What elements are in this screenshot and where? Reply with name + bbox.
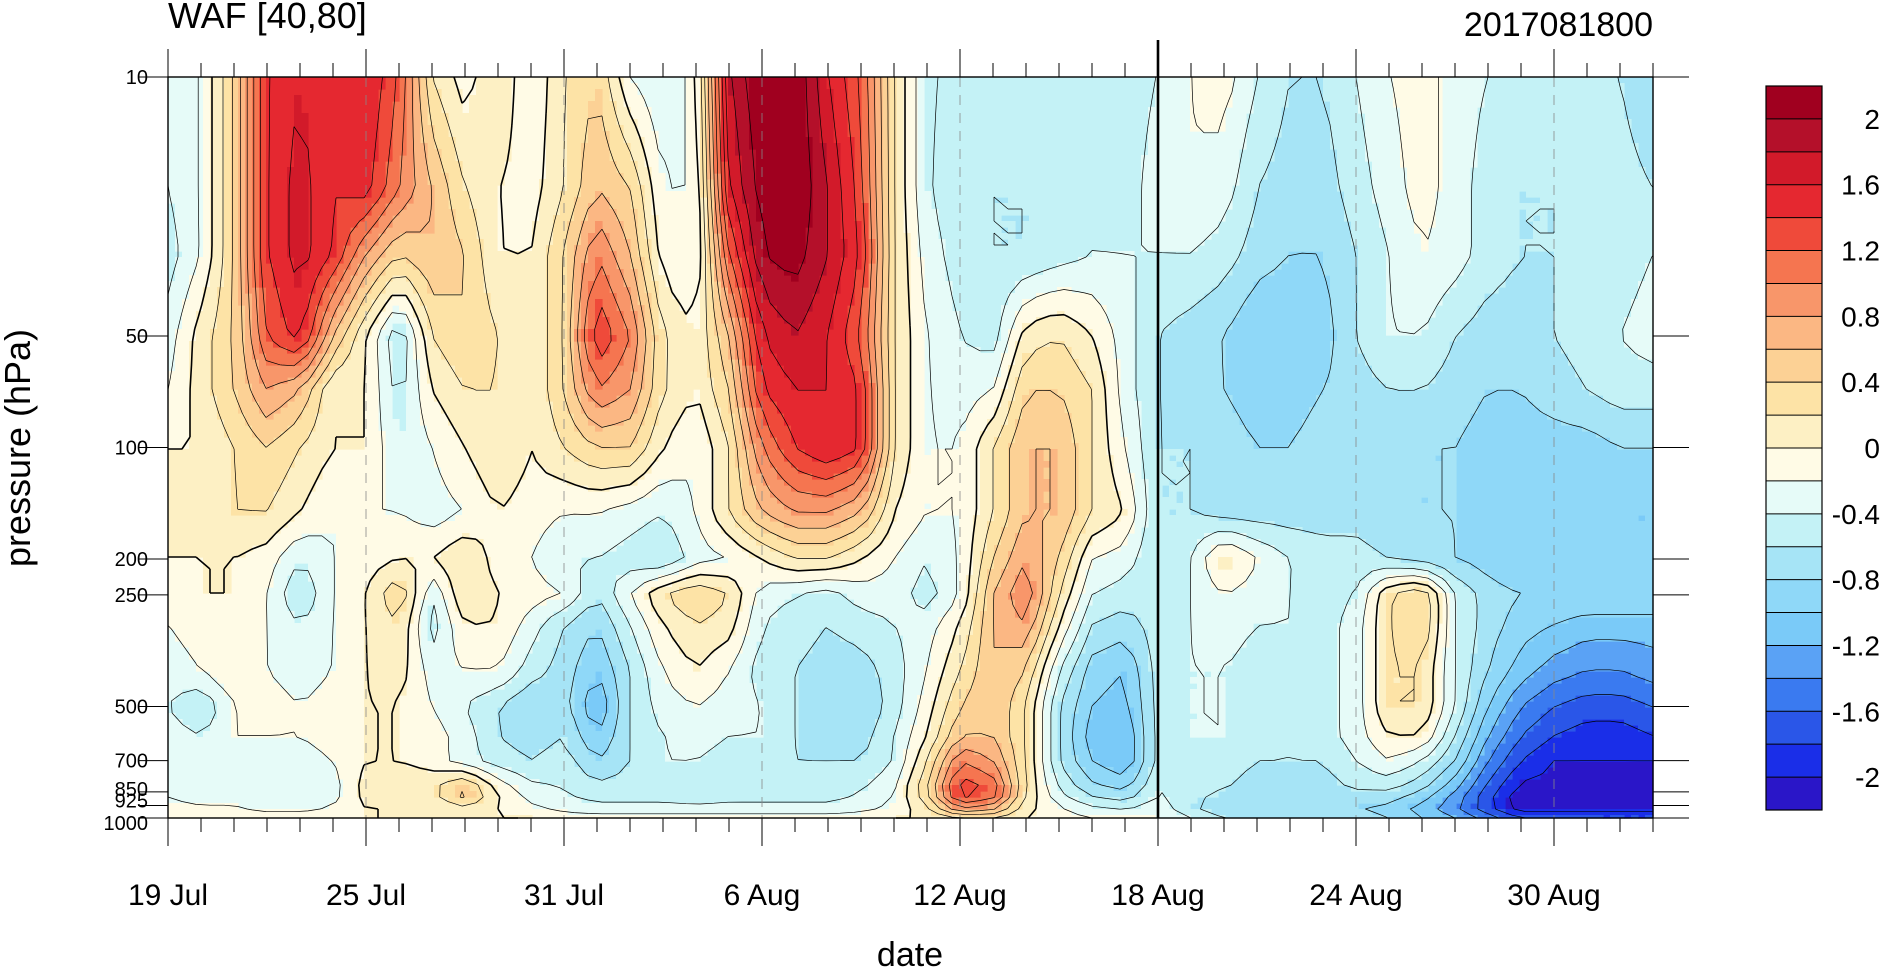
contour-line-5 — [584, 614, 1653, 819]
colorbar-swatch — [1766, 382, 1822, 416]
contour-line-16 — [260, 76, 979, 798]
colorbar-swatch — [1766, 448, 1822, 482]
y-tick-label: 850 — [115, 779, 148, 801]
colorbar-swatch — [1766, 513, 1822, 548]
contour-line-3 — [1459, 669, 1654, 819]
colorbar-swatch — [1766, 118, 1822, 153]
colorbar-label: -2 — [1855, 762, 1880, 793]
colorbar-swatch — [1766, 415, 1822, 449]
contour-line-20 — [745, 76, 812, 275]
y-tick-label: 250 — [115, 585, 148, 607]
colorbar-swatch — [1766, 711, 1822, 745]
contour-line-12 — [230, 76, 1076, 816]
contour-band-21 — [749, 77, 813, 282]
chart-subtitle: 2017081800 — [1464, 6, 1653, 44]
contour-line-8 — [167, 76, 1654, 819]
plot-area — [167, 76, 1654, 819]
colorbar-label: -0.4 — [1832, 499, 1880, 530]
contour-line-17 — [268, 76, 858, 464]
contour-line-11 — [211, 76, 1431, 819]
contour-line-2 — [1477, 694, 1654, 819]
contour-band-1 — [1491, 719, 1654, 819]
colorbar-swatch — [1766, 283, 1822, 317]
colorbar-label: 0 — [1864, 433, 1880, 464]
x-tick-label: 19 Jul — [128, 879, 208, 912]
colorbar-label: 0.8 — [1841, 301, 1880, 332]
y-tick-label: 500 — [115, 696, 148, 718]
contour-line-19 — [731, 76, 828, 332]
y-tick-label: 1000 — [104, 813, 149, 835]
contour-band-3 — [1456, 671, 1654, 819]
colorbar-swatch — [1766, 250, 1822, 284]
colorbar-label: 0.4 — [1841, 367, 1880, 398]
colorbar: 2 1.6 1.2 0.8 0.4 0 -0.4 -0.8 -1.2 -1.6 -2 — [1765, 85, 1880, 811]
y-axis-label: pressure (hPa) — [0, 329, 38, 567]
contour-band-20 — [728, 77, 827, 336]
colorbar-label: -0.8 — [1832, 565, 1880, 596]
colorbar-swatch — [1766, 612, 1822, 646]
x-tick-label: 30 Aug — [1507, 879, 1600, 912]
colorbar-swatch — [1766, 744, 1822, 778]
y-tick-label: 700 — [115, 751, 148, 773]
colorbar-swatch — [1766, 678, 1822, 712]
contour-band-4 — [1435, 641, 1654, 819]
colorbar-label: -1.2 — [1832, 630, 1880, 661]
contour-line-4 — [1437, 639, 1654, 819]
y-tick-label: 100 — [115, 438, 148, 460]
colorbar-swatch — [1766, 777, 1822, 811]
x-tick-label: 6 Aug — [724, 879, 801, 912]
contour-line-0 — [1509, 760, 1653, 813]
y-tick-label: 200 — [115, 549, 148, 571]
x-tick-label: 18 Aug — [1111, 879, 1204, 912]
contour-band-11 — [168, 77, 1443, 819]
colorbar-swatch — [1766, 316, 1822, 350]
contour-line-13 — [240, 76, 1051, 812]
contour-band-10 — [168, 77, 1450, 819]
x-axis-label: date — [877, 936, 943, 968]
colorbar-frame — [1765, 85, 1823, 811]
contour-band-9 — [168, 77, 1654, 819]
colorbar-label: 2 — [1864, 104, 1880, 135]
colorbar-swatch — [1766, 184, 1822, 219]
y-tick-label: 925 — [115, 790, 148, 812]
colorbar-swatch — [1766, 645, 1822, 679]
y-tick-label: 50 — [126, 326, 148, 348]
colorbar-label: 1.6 — [1841, 170, 1880, 201]
colorbar-swatch — [1766, 480, 1822, 515]
colorbar-swatch — [1766, 151, 1822, 186]
colorbar-swatch — [1766, 546, 1822, 581]
x-tick-label: 31 Jul — [524, 879, 604, 912]
colorbar-swatch — [1766, 86, 1822, 120]
contour-band-7 — [497, 77, 1654, 819]
contour-band-5 — [581, 515, 1654, 819]
colorbar-swatch — [1766, 579, 1822, 614]
contour-band-18 — [266, 77, 862, 462]
contour-line-18 — [288, 76, 845, 391]
x-tick-label: 12 Aug — [913, 879, 1006, 912]
contour-line-15 — [253, 76, 998, 803]
colorbar-swatch — [1766, 349, 1822, 383]
axes: 19 Jul 25 Jul 31 Jul 6 Aug 12 Aug 18 Aug 24 Au… — [104, 40, 1689, 912]
colorbar-label: 1.2 — [1841, 236, 1880, 267]
colorbar-swatch — [1766, 217, 1822, 252]
contour-line-14 — [246, 76, 1033, 809]
y-tick-label: 10 — [126, 67, 148, 89]
x-tick-label: 25 Jul — [326, 879, 406, 912]
contour-band-13 — [231, 77, 1079, 816]
chart-title: WAF [40,80] — [168, 0, 367, 36]
x-tick-label: 24 Aug — [1309, 879, 1402, 912]
contour-line-6 — [569, 252, 1653, 819]
colorbar-label: -1.6 — [1832, 696, 1880, 727]
contour-band-19 — [287, 77, 848, 390]
